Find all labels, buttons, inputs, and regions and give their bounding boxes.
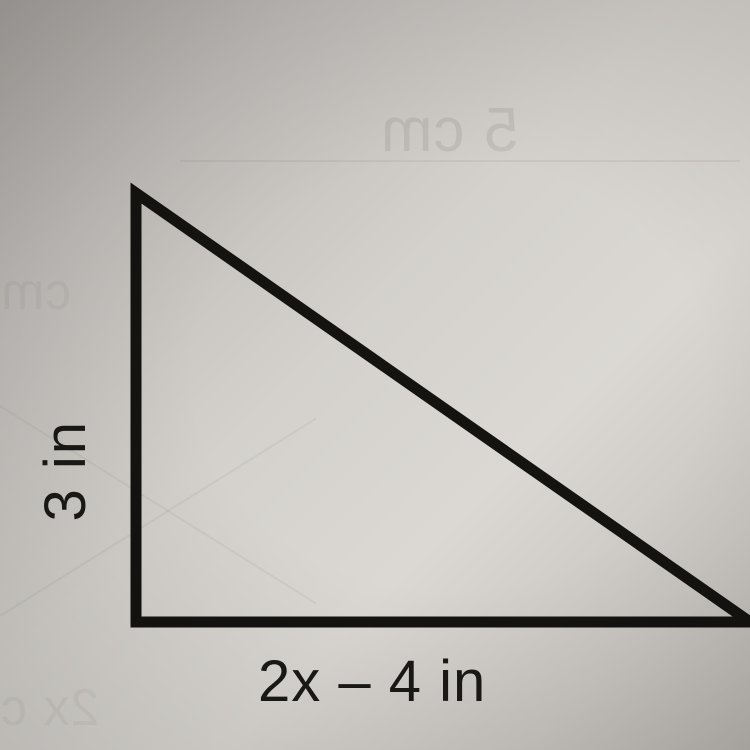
left-side-label: 3 in (32, 420, 99, 522)
bottom-side-label: 2x – 4 in (258, 648, 486, 715)
triangle-figure (0, 0, 750, 750)
